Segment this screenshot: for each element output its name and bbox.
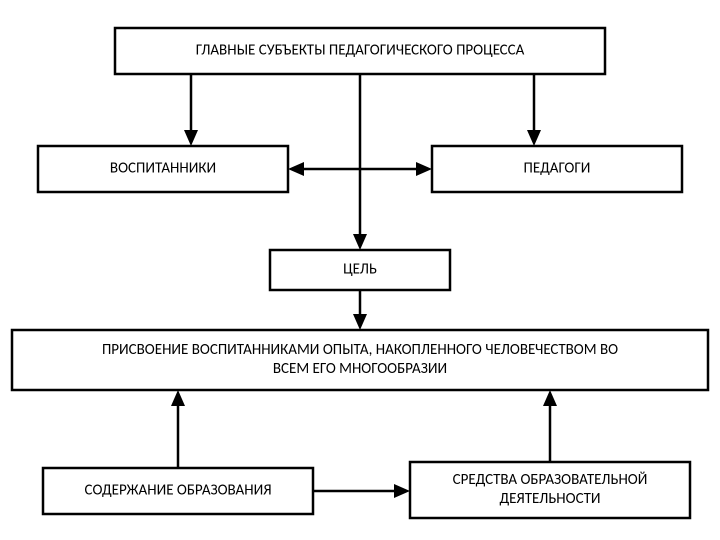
arrow-a7 [543, 390, 557, 462]
arrow-a1 [184, 74, 198, 146]
node-students: ВОСПИТАННИКИ [38, 146, 288, 192]
arrowhead-icon [353, 234, 367, 250]
node-goal: ЦЕЛЬ [270, 250, 450, 290]
node-label: СОДЕРЖАНИЕ ОБРАЗОВАНИЯ [84, 482, 271, 500]
node-means: СРЕДСТВА ОБРАЗОВАТЕЛЬНОЙДЕЯТЕЛЬНОСТИ [410, 462, 690, 518]
arrowhead-icon [543, 390, 557, 406]
arrow-a5 [353, 290, 367, 330]
arrow-a2 [353, 74, 367, 250]
arrowhead-icon [394, 484, 410, 498]
arrow-a3 [527, 74, 541, 146]
node-label: ГЛАВНЫЕ СУБЪЕКТЫ ПЕДАГОГИЧЕСКОГО ПРОЦЕСС… [196, 42, 525, 60]
node-label: ПЕДАГОГИ [524, 160, 591, 178]
node-label: ВОСПИТАННИКИ [110, 160, 216, 178]
node-label: ДЕЯТЕЛЬНОСТИ [499, 490, 600, 508]
node-label: СРЕДСТВА ОБРАЗОВАТЕЛЬНОЙ [453, 471, 648, 489]
arrowhead-icon [527, 130, 541, 146]
arrow-a8 [313, 484, 410, 498]
node-content: СОДЕРЖАНИЕ ОБРАЗОВАНИЯ [43, 468, 313, 514]
arrowhead-icon [288, 162, 304, 176]
arrowhead-icon [184, 130, 198, 146]
node-label: ВСЕМ ЕГО МНОГООБРАЗИИ [273, 360, 447, 378]
node-label: ЦЕЛЬ [343, 261, 377, 279]
node-teachers: ПЕДАГОГИ [432, 146, 682, 192]
arrowhead-icon [353, 314, 367, 330]
arrow-a6 [171, 390, 185, 468]
node-label: ПРИСВОЕНИЕ ВОСПИТАННИКАМИ ОПЫТА, НАКОПЛЕ… [102, 341, 618, 359]
node-top: ГЛАВНЫЕ СУБЪЕКТЫ ПЕДАГОГИЧЕСКОГО ПРОЦЕСС… [115, 28, 605, 74]
arrowhead-icon [416, 162, 432, 176]
arrowhead-icon [171, 390, 185, 406]
node-main: ПРИСВОЕНИЕ ВОСПИТАННИКАМИ ОПЫТА, НАКОПЛЕ… [12, 330, 708, 390]
